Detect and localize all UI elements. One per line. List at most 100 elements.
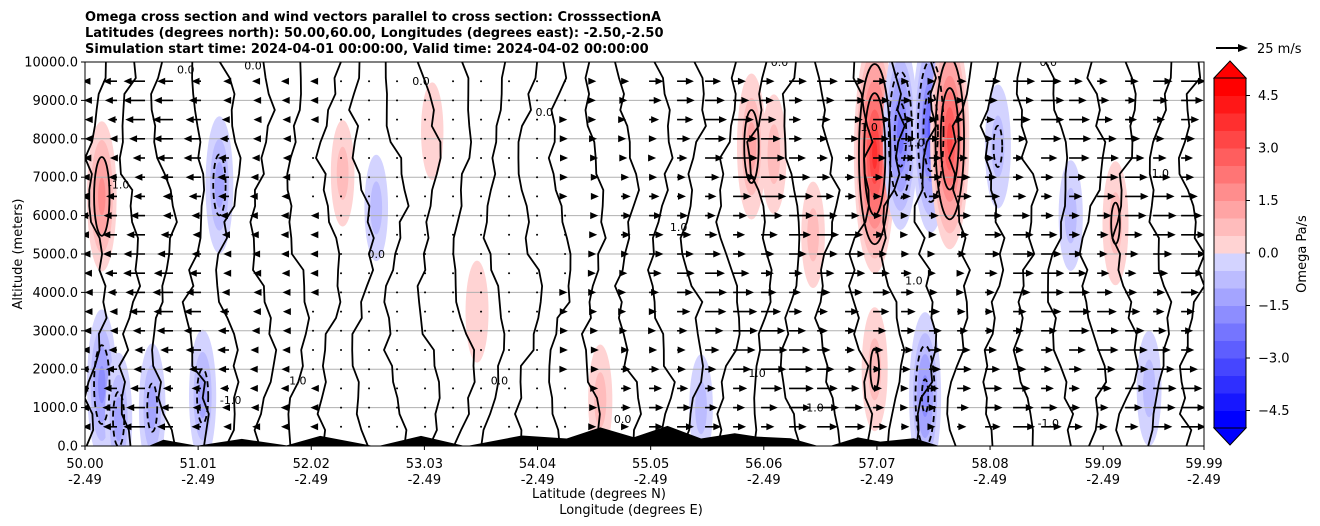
wind-vector-head [986,288,995,296]
wind-vector-32-7 [985,288,995,296]
wind-vector-36-8 [1097,269,1110,277]
wind-vector-head [1138,384,1147,392]
wind-vector-25-7 [789,288,802,296]
contour-label-5: 0.0 [1040,56,1058,69]
wind-vector-6-16 [253,116,262,124]
wind-vector-36-17 [1097,96,1110,104]
wind-vector-head [1130,77,1139,85]
wind-vector-14-15 [480,137,483,140]
terrain-profile [85,425,1204,446]
wind-vector-head [934,173,943,181]
wind-vector-head [192,404,201,412]
wind-vector-9-16 [340,118,343,121]
wind-vector-0-9 [85,250,91,258]
wind-vector-32-14 [985,154,995,162]
wind-vector-9-17 [340,99,343,102]
wind-vector-14-8 [480,272,483,275]
wind-vector-head [677,173,686,181]
wind-vector-head [1022,384,1031,392]
wind-vector-22-2 [705,384,716,392]
wind-vector-head [677,346,686,354]
wind-vector-dot [480,349,483,351]
wind-vector-head [765,96,774,104]
wind-vector-head [778,192,787,200]
wind-vector-37-11 [1125,212,1147,220]
wind-vector-head [749,154,758,162]
wind-vector-11-8 [396,272,399,275]
wind-vector-31-12 [957,192,972,200]
wind-vector-33-13 [1013,173,1024,181]
wind-vector-32-17 [985,96,998,104]
wind-vector-20-6 [648,308,657,316]
wind-vector-head [653,269,662,277]
wind-vector-35-0 [1069,423,1083,431]
wind-vector-dot [368,310,371,313]
wind-vector-27-0 [845,423,866,431]
wind-vector-38-11 [1153,212,1177,220]
wind-vector-12-14 [424,157,427,159]
wind-vector-head [85,96,92,104]
wind-vector-head [221,288,230,296]
x-tick-lon-9: -2.49 [1086,473,1120,488]
wind-vector-38-12 [1153,192,1175,200]
y-tick-label-8: 8000.0 [33,132,79,147]
wind-vector-head [686,96,695,104]
wind-vector-dot [424,233,427,236]
wind-vector-head [848,327,857,335]
wind-vector-1-4 [108,346,118,354]
wind-vector-dot [340,425,343,428]
zero-contour-15 [580,62,607,446]
wind-vector-head [846,173,855,181]
wind-vector-head [1071,212,1080,220]
wind-vector-head [651,192,660,200]
contour-label-3: 0.0 [535,106,553,119]
wind-vector-24-14 [761,154,786,162]
wind-vector-1-18 [102,77,118,85]
wind-vector-28-11 [873,212,882,220]
y-tick-label-9: 9000.0 [33,94,79,109]
contour-label-16: 0.0 [614,413,632,426]
x-tick-lat-5: 55.05 [632,457,669,472]
wind-vector-head [715,327,724,335]
wind-vector-10-2 [368,387,371,390]
wind-vector-32-12 [985,192,1001,200]
wind-vector-25-17 [789,96,803,104]
wind-vector-11-18 [396,80,399,83]
wind-vector-head [280,212,289,220]
wind-vector-32-11 [985,212,1003,220]
wind-vector-26-4 [817,346,831,354]
wind-vector-16-0 [536,425,539,428]
wind-vector-10-17 [368,99,371,102]
wind-vector-head [1156,308,1165,316]
wind-vector-head [559,154,568,162]
wind-vector-20-2 [649,384,663,392]
wind-vector-23-6 [733,308,758,316]
wind-vector-head [1185,327,1194,335]
wind-vector-dot [424,253,427,255]
wind-vector-head [1162,346,1171,354]
wind-vector-2-5 [132,327,146,335]
wind-vector-5-0 [223,423,232,431]
wind-vector-head [716,96,725,104]
wind-vector-7-11 [280,212,289,220]
wind-vector-head [718,135,727,143]
wind-vector-head [125,288,134,296]
wind-vector-24-11 [761,212,783,220]
wind-vector-head [282,288,291,296]
wind-vector-10-15 [368,137,371,140]
wind-vector-head [589,231,598,239]
wind-vector-head [587,96,596,104]
x-tick-lon-6: -2.49 [747,473,781,488]
zero-contour-10 [416,62,442,446]
wind-vector-dot [480,99,483,102]
wind-vector-dot [452,99,455,102]
wind-vector-34-3 [1041,365,1053,373]
wind-vector-head [1081,154,1090,162]
wind-vector-head [1160,96,1169,104]
wind-vector-24-17 [761,96,774,104]
wind-vector-4-15 [183,135,202,143]
wind-vector-25-13 [789,173,811,181]
wind-vector-head [250,346,259,354]
wind-vector-head [219,135,228,143]
wind-vector-dot [508,310,511,313]
